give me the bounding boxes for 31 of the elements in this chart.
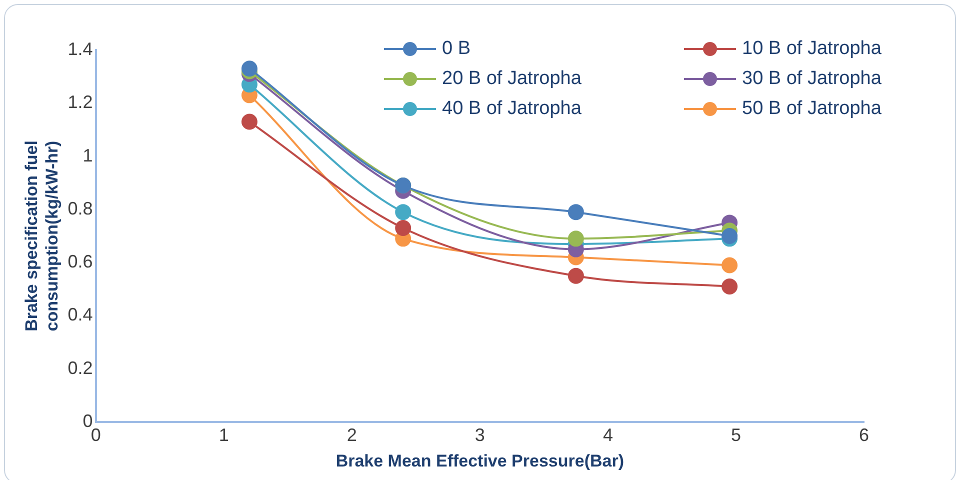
x-tick-label: 3	[474, 424, 485, 445]
point	[568, 204, 584, 220]
y-tick-label: 0.2	[68, 358, 93, 378]
y-tick-label: 1	[82, 145, 93, 166]
x-tick-label: 1	[218, 424, 229, 445]
legend-label: 10 B of Jatropha	[742, 38, 882, 60]
legend-label: 30 B of Jatropha	[742, 68, 882, 90]
y-tick-label: 0.8	[68, 198, 93, 218]
x-tick-label: 4	[602, 424, 613, 445]
y-axis-title: Brake specification fuel consumption(kg/kW-hr)	[22, 140, 62, 332]
y-tick-label: 1.4	[68, 38, 93, 59]
point	[395, 220, 412, 236]
point	[395, 204, 412, 220]
legend-label: 40 B of Jatropha	[442, 98, 582, 120]
point	[722, 257, 738, 274]
y-tick-label: 0	[82, 410, 93, 431]
legend-label: 0 B	[442, 38, 471, 60]
point	[722, 278, 738, 294]
y-tick-label: 1.2	[68, 92, 93, 112]
legend-label: 50 B of Jatropha	[742, 98, 882, 120]
point	[568, 268, 584, 284]
point	[241, 114, 258, 130]
y-tick-label: 0.4	[68, 304, 93, 325]
x-tick-label: 6	[858, 424, 870, 445]
legend-label: 20 B of Jatropha	[442, 68, 582, 90]
point	[568, 230, 584, 247]
point	[722, 228, 738, 244]
x-axis-title: Brake Mean Effective Pressure(Bar)	[336, 451, 624, 470]
x-tick-label: 5	[730, 424, 741, 445]
y-tick-label: 0.6	[68, 252, 93, 272]
x-tick-label: 2	[346, 424, 357, 445]
